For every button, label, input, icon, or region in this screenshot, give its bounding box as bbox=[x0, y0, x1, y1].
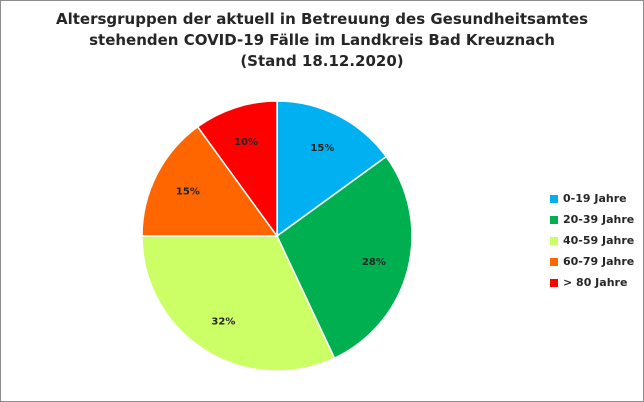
legend-item-0-19: 0-19 Jahre bbox=[550, 188, 640, 209]
legend-label-60-79: 60-79 Jahre bbox=[563, 255, 635, 268]
legend-swatch-80-plus bbox=[550, 278, 558, 287]
legend-swatch-20-39 bbox=[550, 215, 558, 224]
data-label-0-19: 15% bbox=[310, 143, 334, 154]
data-label-40-59: 32% bbox=[211, 316, 235, 327]
legend-label-80-plus: > 80 Jahre bbox=[563, 276, 628, 289]
pie-slice-60-79 bbox=[141, 125, 279, 237]
chart-title-line-1: Altersgruppen der aktuell in Betreuung d… bbox=[55, 10, 588, 28]
legend: 0-19 Jahre 20-39 Jahre 40-59 Jahre 60-79… bbox=[550, 188, 640, 293]
legend-swatch-40-59 bbox=[550, 236, 558, 245]
legend-item-60-79: 60-79 Jahre bbox=[550, 251, 640, 272]
legend-label-20-39: 20-39 Jahre bbox=[563, 213, 635, 226]
pie-slice-0-19 bbox=[276, 100, 388, 238]
chart-title-line-3: (Stand 18.12.2020) bbox=[240, 52, 404, 70]
chart-title-line-2: stehenden COVID-19 Fälle im Landkreis Ba… bbox=[89, 31, 555, 49]
legend-item-40-59: 40-59 Jahre bbox=[550, 230, 640, 251]
data-label-20-39: 28% bbox=[362, 257, 386, 268]
legend-swatch-0-19 bbox=[550, 194, 558, 203]
legend-item-80-plus: > 80 Jahre bbox=[550, 272, 640, 293]
legend-swatch-60-79 bbox=[550, 257, 558, 266]
legend-label-0-19: 0-19 Jahre bbox=[563, 192, 627, 205]
legend-label-40-59: 40-59 Jahre bbox=[563, 234, 635, 247]
data-label-60-79: 15% bbox=[176, 187, 200, 198]
legend-item-20-39: 20-39 Jahre bbox=[550, 209, 640, 230]
pie-slice-80-plus bbox=[196, 100, 278, 239]
pie-slice-40-59 bbox=[141, 235, 336, 372]
data-label-80-plus: 10% bbox=[234, 137, 258, 148]
chart-title: Altersgruppen der aktuell in Betreuung d… bbox=[1, 9, 643, 72]
pie-slice-20-39 bbox=[276, 155, 413, 360]
